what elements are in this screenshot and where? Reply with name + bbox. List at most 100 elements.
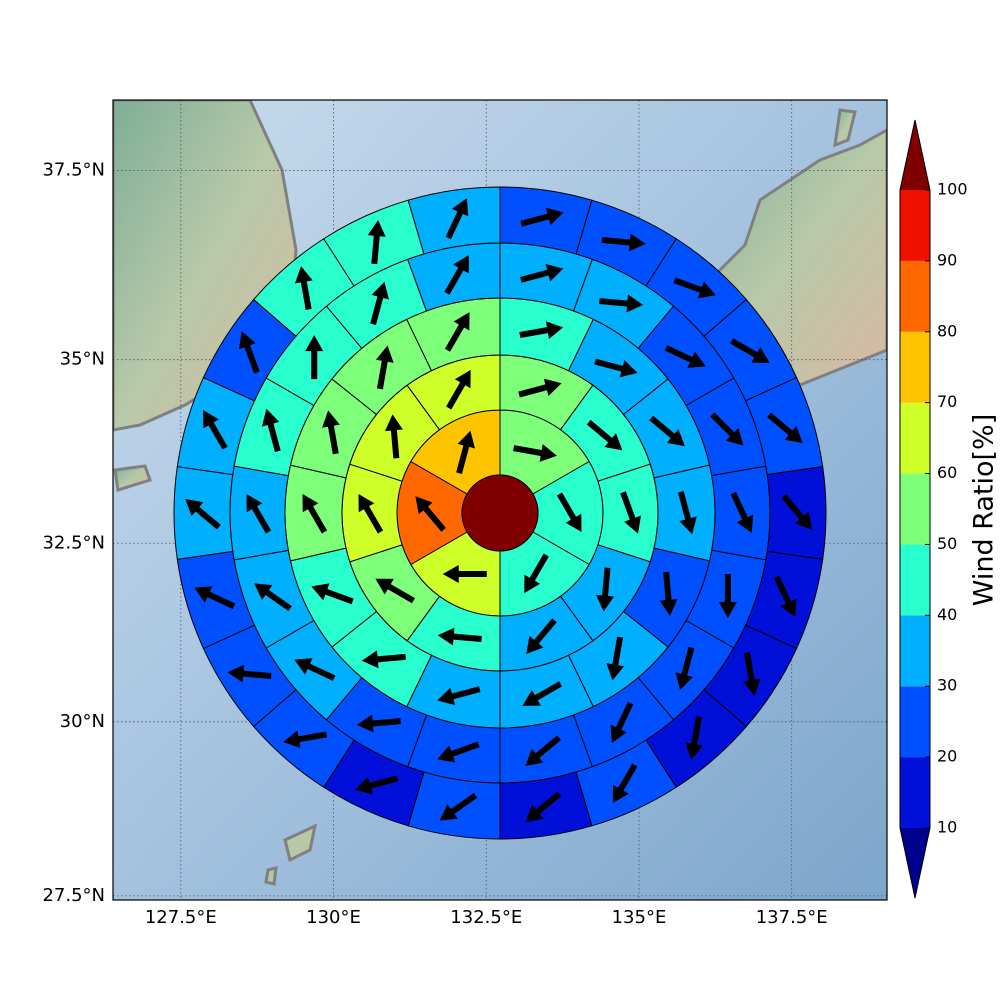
- wind-arrow: [446, 369, 471, 410]
- colorbar-label: Wind Ratio[%]: [969, 414, 1000, 606]
- wind-arrow: [513, 444, 557, 462]
- wind-arrow: [302, 493, 328, 534]
- y-tick-label: 37.5°N: [42, 159, 105, 180]
- wind-arrow: [456, 430, 475, 474]
- colorbar-tick-label: 40: [937, 605, 957, 624]
- wind-arrow: [246, 493, 272, 534]
- y-tick-label: 35°N: [60, 349, 105, 370]
- axis-ticks: 127.5°E 130°E 132.5°E 135°E 137.5°E 27.5°N 30°…: [42, 159, 827, 928]
- wind-arrow: [781, 494, 813, 530]
- colorbar-tick-label: 80: [937, 321, 957, 340]
- colorbar-tick-label: 90: [937, 250, 957, 269]
- wind-arrow: [370, 281, 389, 326]
- colorbar-tick-label: 20: [937, 747, 957, 766]
- x-tick-label: 132.5°E: [450, 907, 522, 928]
- wind-arrow: [556, 492, 582, 533]
- wind-arrow: [522, 681, 563, 706]
- wind-arrow: [375, 578, 415, 604]
- wind-arrow: [664, 345, 706, 368]
- wind-arrow: [518, 378, 562, 398]
- colorbar-tick-label: 10: [937, 818, 957, 837]
- wind-arrow: [718, 573, 737, 618]
- colorbar-tick-label: 50: [937, 534, 957, 553]
- wind-arrow: [238, 331, 260, 374]
- wind-arrow: [437, 686, 481, 706]
- wind-arrow: [227, 664, 272, 683]
- map-frame: [112, 99, 888, 901]
- wind-arrow: [415, 496, 446, 532]
- colorbar-block: [900, 615, 930, 687]
- wind-arrow: [185, 498, 221, 530]
- colorbar-block: [900, 544, 930, 616]
- x-tick-label: 127.5°E: [145, 907, 217, 928]
- wind-arrow: [444, 312, 470, 352]
- colorbar-block: [900, 757, 930, 828]
- wind-arrow: [773, 575, 797, 617]
- x-tick-label: 137.5°E: [756, 907, 828, 928]
- arrows: [185, 198, 813, 823]
- wind-arrow: [294, 266, 313, 310]
- wind-arrow: [367, 220, 386, 265]
- wind-arrow: [358, 493, 384, 534]
- wind-arrow: [442, 565, 487, 584]
- wind-arrow: [675, 646, 695, 691]
- wind-arrow: [606, 636, 625, 681]
- y-tick-label: 32.5°N: [42, 532, 105, 553]
- colorbar-tick-label: 30: [937, 676, 957, 695]
- colorbar-block: [900, 402, 930, 474]
- wind-arrow: [439, 792, 478, 821]
- wind-arrow: [730, 491, 754, 533]
- y-tick-label: 27.5°N: [42, 885, 105, 906]
- colorbar-block: [900, 260, 930, 332]
- wind-arrow: [742, 651, 761, 696]
- wind-arrow: [525, 791, 562, 823]
- wind-arrow: [283, 730, 328, 749]
- wind-arrow: [254, 583, 292, 612]
- colorbar-block: [900, 473, 930, 545]
- colorbar-block: [900, 190, 930, 261]
- wind-arrow: [311, 583, 354, 605]
- wind-arrow: [294, 658, 336, 681]
- colorbar-tick-label: 60: [937, 463, 957, 482]
- wind-arrow: [586, 419, 623, 451]
- wind-arrow: [445, 198, 469, 240]
- wind-arrow: [767, 412, 803, 444]
- wind-arrow: [599, 294, 644, 313]
- x-tick-label: 135°E: [612, 907, 667, 928]
- wind-arrow: [354, 775, 399, 795]
- wind-arrow: [384, 414, 403, 459]
- colorbar-under: [900, 828, 930, 898]
- wind-arrow: [437, 741, 480, 763]
- colorbar-tick-label: 100: [937, 180, 968, 199]
- wind-arrow: [437, 627, 482, 646]
- wind-arrow: [194, 586, 236, 609]
- wind-arrow: [710, 412, 744, 446]
- wind-arrow: [526, 618, 557, 654]
- colorbar: 10 20 30 40 50 60 70 80 90 100: [899, 119, 968, 899]
- wind-arrow: [677, 490, 697, 535]
- wind-arrow: [444, 255, 469, 295]
- colorbar-block: [900, 686, 930, 758]
- wind-arrow: [596, 567, 615, 612]
- wind-arrow: [620, 491, 642, 534]
- wind-arrow: [649, 415, 685, 447]
- colorbar-block: [900, 331, 930, 403]
- center-disc: [461, 474, 539, 552]
- y-tick-label: 30°N: [60, 711, 105, 732]
- colorbar-tick-label: 70: [937, 392, 957, 411]
- wind-arrow: [730, 338, 770, 363]
- wind-arrow: [594, 358, 638, 378]
- x-tick-label: 130°E: [306, 907, 361, 928]
- wind-arrow: [612, 763, 638, 804]
- colorbar-over: [900, 120, 930, 190]
- wind-arrow: [524, 553, 549, 594]
- wind-arrow: [685, 716, 703, 760]
- wind-arrow: [261, 408, 281, 453]
- wind-arrow: [673, 277, 716, 299]
- wind-arrow: [375, 345, 394, 390]
- wind-arrow: [361, 650, 406, 669]
- wind-arrow: [203, 409, 228, 450]
- wind-arrow: [525, 735, 561, 766]
- sectors: [173, 186, 827, 840]
